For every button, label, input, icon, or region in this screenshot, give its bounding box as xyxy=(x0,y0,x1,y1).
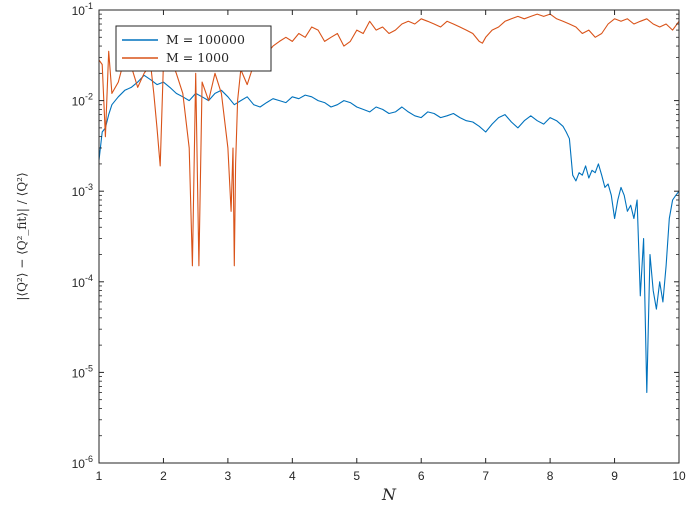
y-axis-title: |⟨Q²⟩ − ⟨Q²_fit⟩| / ⟨Q²⟩ xyxy=(15,172,29,300)
legend: M = 100000 M = 1000 xyxy=(115,25,272,72)
x-tick-label: 7 xyxy=(482,469,489,483)
x-axis-title: N xyxy=(381,485,397,504)
series-layer xyxy=(98,13,680,394)
x-tick-label: 4 xyxy=(289,469,296,483)
x-tick-label: 5 xyxy=(353,469,360,483)
axes-box xyxy=(98,9,680,464)
x-tick-label: 8 xyxy=(547,469,554,483)
plot-area xyxy=(99,10,679,463)
series-line-m-100000 xyxy=(98,74,680,394)
legend-label-m-100000: M = 100000 xyxy=(166,32,245,47)
x-tick-labels: 1 2 3 4 5 6 7 8 9 10 xyxy=(96,469,686,483)
y-tick-label: 10-6 xyxy=(72,454,93,471)
y-tick-label: 10-3 xyxy=(72,182,93,199)
y-tick-label: 10-2 xyxy=(72,92,93,109)
y-tick-label: 10-1 xyxy=(72,1,93,18)
x-tick-label: 2 xyxy=(160,469,167,483)
legend-box xyxy=(115,25,272,72)
x-tick-label: 3 xyxy=(225,469,232,483)
y-tick-label: 10-4 xyxy=(72,273,93,290)
y-tick-label: 10-5 xyxy=(72,363,93,380)
x-tick-label: 1 xyxy=(96,469,103,483)
axes-layer xyxy=(98,9,680,464)
y-tick-labels: 10-6 10-5 10-4 10-3 10-2 10-1 xyxy=(72,1,93,471)
legend-label-m-1000: M = 1000 xyxy=(166,50,229,65)
series-line-m-1000 xyxy=(98,13,680,267)
y-axis-title-text: |⟨Q²⟩ − ⟨Q²_fit⟩| / ⟨Q²⟩ xyxy=(15,172,29,300)
x-tick-label: 10 xyxy=(672,469,686,483)
x-tick-label: 6 xyxy=(418,469,425,483)
x-tick-label: 9 xyxy=(611,469,618,483)
